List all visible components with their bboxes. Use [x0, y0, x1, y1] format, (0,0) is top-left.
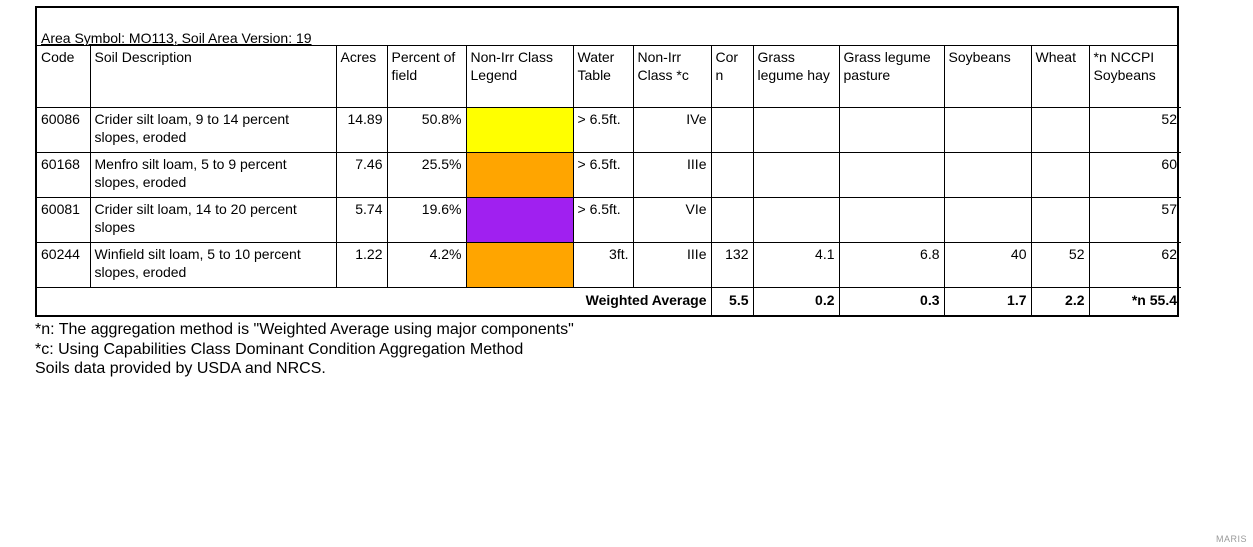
- weighted-average-label: Weighted Average: [37, 287, 712, 315]
- footnote-aggregation: *n: The aggregation method is "Weighted …: [35, 321, 574, 338]
- cell-water-table: 3ft.: [572, 242, 634, 288]
- cell-acres: 1.22: [335, 242, 388, 288]
- weighted-grass-legume-hay: 0.2: [752, 287, 840, 315]
- cell-grass-legume-pasture: [838, 107, 945, 153]
- header-water-table: Water Table: [572, 46, 634, 108]
- cell-code: 60086: [37, 107, 91, 153]
- cell-percent: 4.2%: [386, 242, 467, 288]
- cell-percent: 25.5%: [386, 152, 467, 198]
- cell-water-table: > 6.5ft.: [572, 107, 634, 153]
- cell-soybeans: [943, 152, 1032, 198]
- class-color-swatch: [466, 108, 573, 152]
- cell-grass-legume-hay: [752, 152, 840, 198]
- class-color-swatch: [466, 243, 573, 287]
- header-class-legend: Non-Irr Class Legend: [465, 46, 574, 108]
- cell-wheat: [1030, 107, 1090, 153]
- weighted-grass-legume-pasture: 0.3: [838, 287, 945, 315]
- header-nccpi-soybeans: *n NCCPI Soybeans: [1088, 46, 1181, 108]
- cell-nccpi: 52: [1088, 107, 1181, 153]
- cell-corn: [710, 107, 754, 153]
- header-percent: Percent of field: [386, 46, 467, 108]
- weighted-wheat: 2.2: [1030, 287, 1090, 315]
- header-row: Code Soil Description Acres Percent of f…: [37, 46, 1181, 108]
- cell-class: IVe: [632, 107, 712, 153]
- cell-wheat: [1030, 197, 1090, 243]
- cell-class: IIIe: [632, 242, 712, 288]
- cell-acres: 7.46: [335, 152, 388, 198]
- cell-corn: [710, 152, 754, 198]
- cell-description: Crider silt loam, 14 to 20 percent slope…: [89, 197, 337, 243]
- cell-water-table: > 6.5ft.: [572, 197, 634, 243]
- table-row: 60168 Menfro silt loam, 5 to 9 percent s…: [37, 152, 1181, 198]
- cell-description: Menfro silt loam, 5 to 9 percent slopes,…: [89, 152, 337, 198]
- footnotes: *n: The aggregation method is "Weighted …: [35, 320, 574, 379]
- cell-grass-legume-pasture: [838, 197, 945, 243]
- cell-percent: 19.6%: [386, 197, 467, 243]
- header-corn: Cor n: [710, 46, 754, 108]
- cell-wheat: [1030, 152, 1090, 198]
- header-code: Code: [37, 46, 91, 108]
- cell-soybeans: [943, 107, 1032, 153]
- weighted-nccpi: *n 55.4: [1088, 287, 1181, 315]
- cell-acres: 5.74: [335, 197, 388, 243]
- header-wheat: Wheat: [1030, 46, 1090, 108]
- cell-code: 60244: [37, 242, 91, 288]
- cell-grass-legume-hay: [752, 197, 840, 243]
- footnote-data-source: Soils data provided by USDA and NRCS.: [35, 360, 326, 377]
- weighted-average-row: Weighted Average 5.5 0.2 0.3 1.7 2.2 *n …: [37, 287, 1181, 315]
- class-color-swatch: [466, 198, 573, 242]
- cell-description: Winfield silt loam, 5 to 10 percent slop…: [89, 242, 337, 288]
- watermark: MARIS: [1215, 534, 1247, 544]
- cell-nccpi: 62: [1088, 242, 1181, 288]
- cell-class-legend: [465, 107, 574, 153]
- table-row: 60244 Winfield silt loam, 5 to 10 percen…: [37, 242, 1181, 288]
- area-symbol-row: Area Symbol: MO113, Soil Area Version: 1…: [37, 8, 1177, 46]
- cell-class: VIe: [632, 197, 712, 243]
- cell-class-legend: [465, 152, 574, 198]
- cell-soybeans: [943, 197, 1032, 243]
- cell-class-legend: [465, 197, 574, 243]
- weighted-soybeans: 1.7: [943, 287, 1032, 315]
- header-soybeans: Soybeans: [943, 46, 1032, 108]
- header-soil-description: Soil Description: [89, 46, 337, 108]
- cell-soybeans: 40: [943, 242, 1032, 288]
- class-color-swatch: [466, 153, 573, 197]
- cell-water-table: > 6.5ft.: [572, 152, 634, 198]
- weighted-corn: 5.5: [710, 287, 754, 315]
- soil-table-container: Area Symbol: MO113, Soil Area Version: 1…: [35, 6, 1181, 317]
- table-row: 60081 Crider silt loam, 14 to 20 percent…: [37, 197, 1181, 243]
- cell-description: Crider silt loam, 9 to 14 percent slopes…: [89, 107, 337, 153]
- cell-grass-legume-pasture: 6.8: [838, 242, 945, 288]
- header-grass-legume-pasture: Grass legume pasture: [838, 46, 945, 108]
- cell-corn: [710, 197, 754, 243]
- cell-class: IIIe: [632, 152, 712, 198]
- cell-class-legend: [465, 242, 574, 288]
- header-grass-legume-hay: Grass legume hay: [752, 46, 840, 108]
- area-symbol-text: Area Symbol: MO113, Soil Area Version: 1…: [41, 30, 312, 46]
- table-row: 60086 Crider silt loam, 9 to 14 percent …: [37, 107, 1181, 153]
- cell-code: 60168: [37, 152, 91, 198]
- cell-wheat: 52: [1030, 242, 1090, 288]
- cell-code: 60081: [37, 197, 91, 243]
- cell-corn: 132: [710, 242, 754, 288]
- header-non-irr-class: Non-Irr Class *c: [632, 46, 712, 108]
- footnote-capabilities-class: *c: Using Capabilities Class Dominant Co…: [35, 340, 524, 358]
- cell-acres: 14.89: [335, 107, 388, 153]
- header-acres: Acres: [335, 46, 388, 108]
- cell-grass-legume-hay: [752, 107, 840, 153]
- cell-grass-legume-pasture: [838, 152, 945, 198]
- cell-percent: 50.8%: [386, 107, 467, 153]
- cell-grass-legume-hay: 4.1: [752, 242, 840, 288]
- soil-table: Code Soil Description Acres Percent of f…: [37, 46, 1181, 315]
- cell-nccpi: 57: [1088, 197, 1181, 243]
- cell-nccpi: 60: [1088, 152, 1181, 198]
